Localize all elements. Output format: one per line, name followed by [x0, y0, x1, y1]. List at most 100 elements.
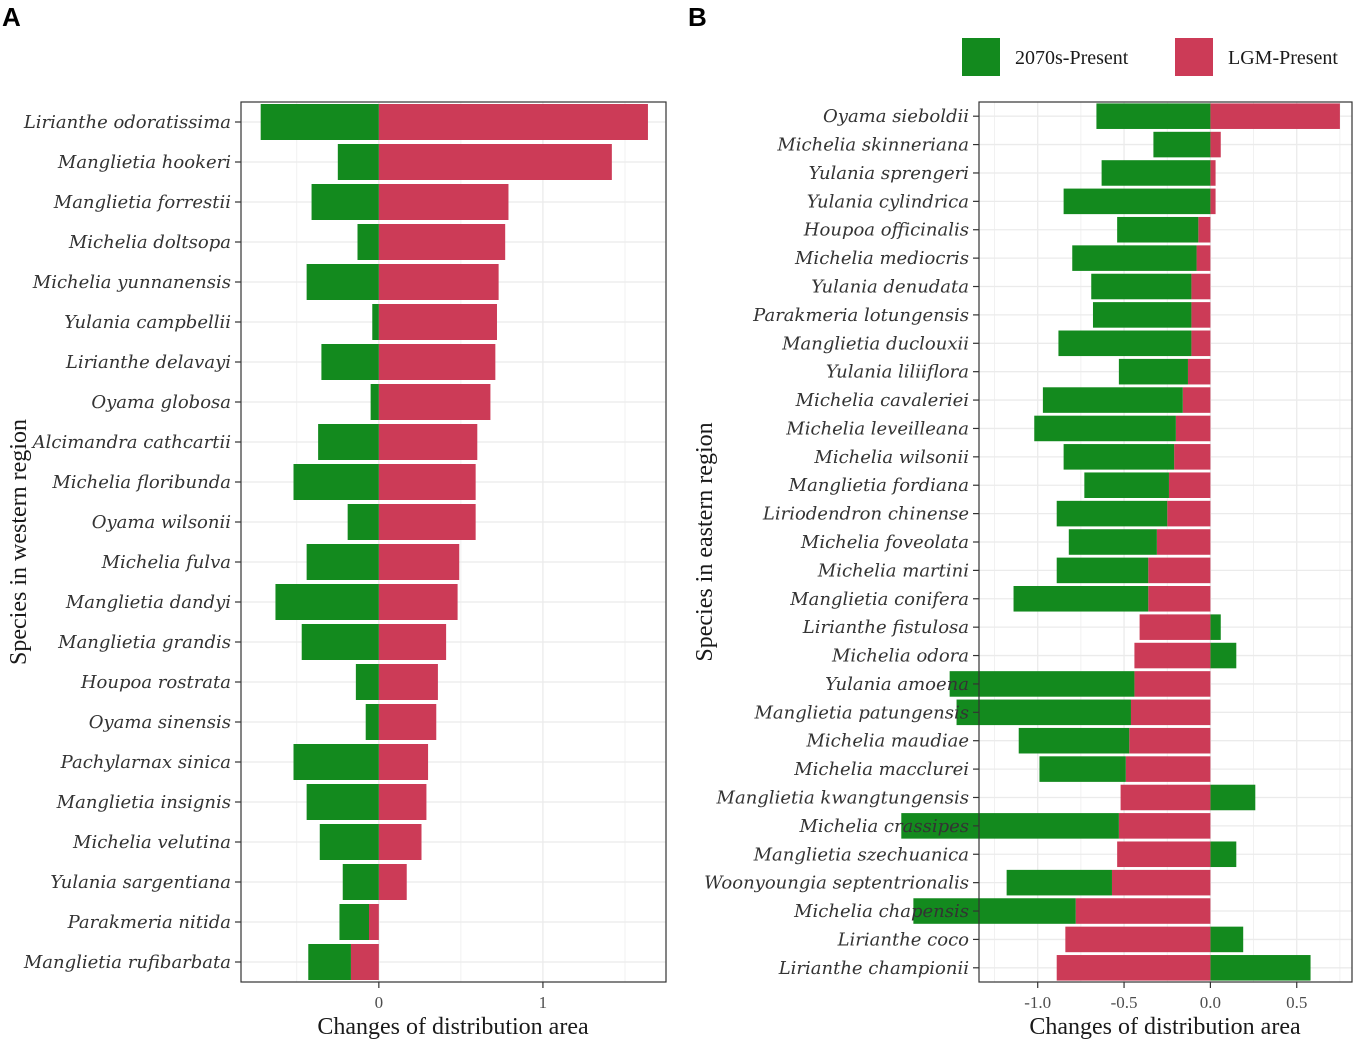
bar-2070s-michelia-skinneriana: [1153, 131, 1211, 158]
bar-lgm-yulania-liliiflora: [1187, 358, 1211, 385]
bar-2070s-michelia-mediocris: [1072, 245, 1197, 271]
bar-2070s-yulania-denudata: [1091, 273, 1192, 300]
species-label: Parakmeria nitida: [67, 912, 231, 933]
bar-lgm-michelia-yunnanensis: [378, 264, 499, 300]
panel-a-y-axis-title: Species in western region: [6, 419, 32, 665]
species-label: Michelia fulva: [101, 552, 231, 573]
bar-2070s-parakmeria-nitida: [339, 904, 369, 940]
bar-lgm-michelia-doltsopa: [378, 224, 506, 260]
species-label: Manglietia forrestii: [53, 192, 231, 213]
bar-2070s-michelia-macclurei: [1039, 756, 1126, 782]
bar-lgm-oyama-wilsonii: [378, 504, 476, 540]
bar-lgm-houpoa-officinalis: [1198, 216, 1211, 243]
species-label: Michelia yunnanensis: [32, 272, 231, 293]
species-label: Yulania sargentiana: [50, 872, 231, 893]
bar-lgm-lirianthe-championii: [1056, 955, 1211, 981]
species-label: Manglietia duclouxii: [781, 333, 969, 354]
species-label: Yulania denudata: [811, 277, 969, 298]
legend-swatch-future: [962, 38, 1000, 76]
panel-a-frame: [240, 101, 667, 983]
x-tick-label: 0.5: [1286, 993, 1307, 1012]
panel-b-tag: B: [688, 2, 707, 32]
bar-lgm-michelia-chapensis: [1075, 898, 1211, 924]
bar-lgm-alcimandra-cathcartii: [378, 424, 478, 460]
species-label: Lirianthe delavayi: [65, 352, 231, 373]
bar-2070s-manglietia-fordiana: [1084, 472, 1169, 498]
bar-lgm-manglietia-rufibarbata: [350, 944, 379, 980]
bar-2070s-yulania-sargentiana: [342, 864, 379, 900]
bar-lgm-michelia-mediocris: [1196, 245, 1211, 271]
x-tick-label: 1: [539, 993, 548, 1012]
bar-lgm-oyama-sieboldii: [1210, 103, 1340, 129]
species-label: Lirianthe championii: [778, 958, 969, 979]
bar-lgm-michelia-crassipes: [1118, 813, 1211, 839]
bar-lgm-woonyoungia-septentrionalis: [1111, 869, 1211, 896]
species-label: Michelia doltsopa: [68, 232, 231, 253]
species-label: Michelia macclurei: [793, 759, 969, 780]
bar-2070s-alcimandra-cathcartii: [318, 424, 379, 460]
species-label: Lirianthe coco: [837, 929, 970, 950]
bar-lgm-michelia-martini: [1148, 557, 1211, 584]
bar-lgm-yulania-sprengeri: [1210, 160, 1216, 186]
bar-lgm-michelia-macclurei: [1125, 756, 1211, 782]
bar-lgm-manglietia-szechuanica: [1117, 841, 1211, 868]
panel-a-species-labels: Lirianthe odoratissima Manglietia hookeri…: [23, 112, 241, 973]
bar-lgm-michelia-leveilleana: [1175, 415, 1211, 442]
bar-lgm-yulania-campbellii: [378, 304, 497, 340]
bar-lgm-michelia-cavaleriei: [1182, 387, 1211, 413]
bar-lgm-michelia-wilsonii: [1174, 444, 1211, 470]
panel-a-tag: A: [2, 2, 21, 32]
bar-2070s-manglietia-rufibarbata: [308, 944, 351, 980]
species-label: Yulania cylindrica: [807, 191, 969, 212]
species-label: Michelia skinneriana: [776, 135, 969, 156]
panel-a-x-axis-title: Changes of distribution area: [317, 1014, 589, 1040]
bar-2070s-manglietia-duclouxii: [1058, 330, 1192, 357]
panel-a-bars: [260, 104, 648, 980]
panel-b-species-labels: Oyama sieboldii Michelia skinneriana Yulan…: [704, 106, 979, 979]
bar-2070s-yulania-cylindrica: [1063, 188, 1211, 215]
bar-lgm-lirianthe-delavayi: [378, 344, 496, 380]
bar-2070s-michelia-foveolata: [1068, 529, 1157, 555]
panel-b-y-axis-title: Species in eastern region: [692, 422, 718, 661]
legend-swatch-lgm: [1175, 38, 1213, 76]
species-label: Michelia odora: [831, 646, 969, 667]
legend-label-lgm: LGM-Present: [1228, 47, 1338, 69]
x-tick-label: -0.5: [1111, 993, 1138, 1012]
bar-lgm-parakmeria-lotungensis: [1191, 302, 1211, 328]
bar-2070s-oyama-sinensis: [365, 704, 379, 740]
bar-2070s-manglietia-hookeri: [337, 144, 379, 180]
species-label: Manglietia grandis: [57, 632, 231, 653]
species-label: Alcimandra cathcartii: [31, 432, 231, 453]
bar-lgm-michelia-maudiae: [1129, 727, 1211, 754]
species-label: Oyama wilsonii: [92, 512, 231, 533]
legend-label-future: 2070s-Present: [1015, 47, 1129, 69]
bar-lgm-manglietia-kwangtungensis: [1120, 784, 1211, 811]
species-label: Manglietia conifera: [789, 589, 969, 610]
species-label: Yulania amoena: [825, 674, 969, 695]
bar-2070s-lirianthe-odoratissima: [260, 104, 379, 140]
bar-2070s-oyama-wilsonii: [347, 504, 379, 540]
bar-2070s-houpoa-rostrata: [355, 664, 379, 700]
bar-lgm-michelia-foveolata: [1156, 529, 1211, 555]
bar-2070s-manglietia-forrestii: [311, 184, 379, 220]
bar-2070s-houpoa-officinalis: [1117, 216, 1199, 243]
species-label: Manglietia kwangtungensis: [716, 787, 969, 808]
species-label: Parakmeria lotungensis: [752, 305, 969, 326]
bar-2070s-lirianthe-fistulosa: [1210, 614, 1221, 640]
bar-2070s-yulania-sprengeri: [1101, 160, 1211, 186]
bar-2070s-lirianthe-delavayi: [321, 344, 379, 380]
species-label: Liriodendron chinense: [762, 504, 969, 525]
bar-2070s-yulania-amoena: [949, 671, 1135, 697]
species-label: Michelia crassipes: [798, 816, 969, 837]
species-label: Michelia maudiae: [805, 731, 969, 752]
species-label: Woonyoungia septentrionalis: [704, 873, 969, 894]
bar-lgm-manglietia-insignis: [378, 784, 427, 820]
species-label: Michelia leveilleana: [785, 418, 969, 439]
species-label: Manglietia dandyi: [65, 592, 231, 613]
bar-2070s-yulania-campbellii: [372, 304, 379, 340]
panel-b-x-ticks: -1.0 -0.5 0.0 0.5: [1024, 982, 1307, 1012]
bar-lgm-lirianthe-odoratissima: [378, 104, 648, 140]
bar-lgm-manglietia-dandyi: [378, 584, 458, 620]
